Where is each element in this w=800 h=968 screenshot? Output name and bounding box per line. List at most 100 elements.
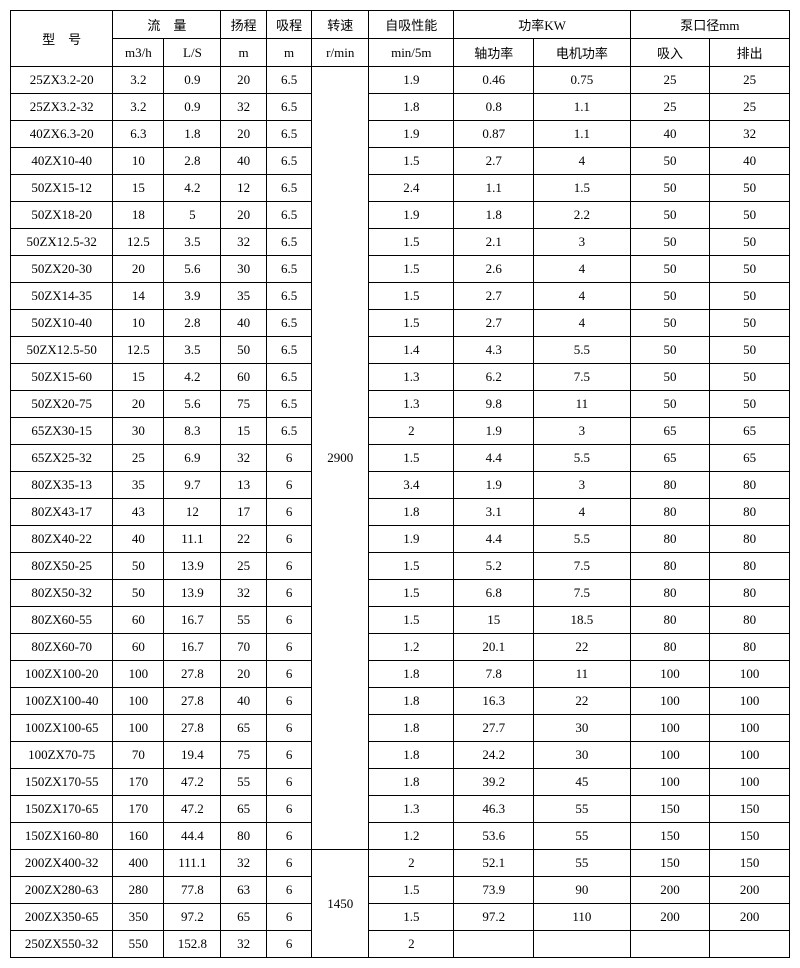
cell-flow-ls: 5	[164, 202, 221, 229]
cell-model: 80ZX60-70	[11, 634, 113, 661]
cell-shaft-power: 5.2	[454, 553, 534, 580]
table-row: 40ZX6.3-206.31.8206.51.90.871.14032	[11, 121, 790, 148]
cell-outlet: 50	[710, 202, 790, 229]
header-flow-m3h: m3/h	[113, 39, 164, 67]
cell-flow-ls: 47.2	[164, 796, 221, 823]
table-row: 100ZX100-6510027.86561.827.730100100	[11, 715, 790, 742]
cell-suction: 6.5	[266, 67, 311, 94]
cell-flow-ls: 2.8	[164, 148, 221, 175]
cell-shaft-power: 27.7	[454, 715, 534, 742]
cell-motor-power: 0.75	[534, 67, 631, 94]
cell-suction: 6.5	[266, 337, 311, 364]
cell-flow-m3h: 10	[113, 310, 164, 337]
cell-model: 50ZX12.5-32	[11, 229, 113, 256]
table-row: 50ZX20-30205.6306.51.52.645050	[11, 256, 790, 283]
cell-shaft-power: 0.87	[454, 121, 534, 148]
cell-model: 200ZX400-32	[11, 850, 113, 877]
table-row: 200ZX280-6328077.86361.573.990200200	[11, 877, 790, 904]
table-row: 200ZX400-32400111.13261450252.155150150	[11, 850, 790, 877]
cell-model: 80ZX50-32	[11, 580, 113, 607]
cell-motor-power: 7.5	[534, 364, 631, 391]
cell-head: 20	[221, 202, 266, 229]
cell-selfprime: 1.9	[369, 526, 454, 553]
cell-flow-ls: 13.9	[164, 580, 221, 607]
cell-inlet: 50	[630, 256, 710, 283]
cell-flow-ls: 27.8	[164, 688, 221, 715]
cell-suction: 6	[266, 661, 311, 688]
cell-outlet: 80	[710, 472, 790, 499]
cell-shaft-power: 3.1	[454, 499, 534, 526]
cell-flow-ls: 4.2	[164, 364, 221, 391]
cell-flow-ls: 3.5	[164, 229, 221, 256]
cell-selfprime: 1.2	[369, 823, 454, 850]
cell-flow-m3h: 20	[113, 391, 164, 418]
cell-head: 32	[221, 94, 266, 121]
cell-shaft-power: 1.9	[454, 472, 534, 499]
header-suction-u: m	[266, 39, 311, 67]
cell-flow-ls: 8.3	[164, 418, 221, 445]
cell-flow-m3h: 3.2	[113, 94, 164, 121]
cell-outlet: 32	[710, 121, 790, 148]
cell-selfprime: 1.8	[369, 94, 454, 121]
cell-inlet: 50	[630, 229, 710, 256]
table-row: 50ZX15-60154.2606.51.36.27.55050	[11, 364, 790, 391]
cell-speed: 2900	[312, 67, 369, 850]
cell-suction: 6.5	[266, 391, 311, 418]
cell-model: 250ZX550-32	[11, 931, 113, 958]
cell-shaft-power: 1.8	[454, 202, 534, 229]
cell-selfprime: 1.8	[369, 769, 454, 796]
cell-motor-power: 4	[534, 310, 631, 337]
cell-shaft-power: 16.3	[454, 688, 534, 715]
cell-flow-ls: 16.7	[164, 634, 221, 661]
cell-inlet: 80	[630, 607, 710, 634]
cell-suction: 6.5	[266, 310, 311, 337]
cell-motor-power: 55	[534, 796, 631, 823]
header-inlet: 吸入	[630, 39, 710, 67]
cell-model: 150ZX170-65	[11, 796, 113, 823]
cell-outlet: 25	[710, 94, 790, 121]
header-motor: 电机功率	[534, 39, 631, 67]
header-selfprime: 自吸性能	[369, 11, 454, 39]
table-row: 50ZX14-35143.9356.51.52.745050	[11, 283, 790, 310]
cell-selfprime: 1.5	[369, 904, 454, 931]
cell-model: 100ZX70-75	[11, 742, 113, 769]
cell-suction: 6.5	[266, 256, 311, 283]
cell-head: 80	[221, 823, 266, 850]
cell-flow-m3h: 12.5	[113, 337, 164, 364]
cell-model: 80ZX40-22	[11, 526, 113, 553]
cell-inlet: 100	[630, 715, 710, 742]
cell-selfprime: 2	[369, 850, 454, 877]
cell-motor-power: 3	[534, 472, 631, 499]
cell-selfprime: 1.5	[369, 310, 454, 337]
cell-suction: 6	[266, 634, 311, 661]
cell-shaft-power: 52.1	[454, 850, 534, 877]
cell-suction: 6	[266, 742, 311, 769]
cell-flow-ls: 77.8	[164, 877, 221, 904]
cell-flow-ls: 152.8	[164, 931, 221, 958]
cell-suction: 6	[266, 526, 311, 553]
cell-flow-ls: 11.1	[164, 526, 221, 553]
cell-motor-power: 7.5	[534, 580, 631, 607]
cell-shaft-power: 53.6	[454, 823, 534, 850]
cell-flow-m3h: 160	[113, 823, 164, 850]
cell-head: 25	[221, 553, 266, 580]
cell-outlet: 50	[710, 256, 790, 283]
cell-suction: 6	[266, 499, 311, 526]
cell-head: 30	[221, 256, 266, 283]
cell-model: 50ZX10-40	[11, 310, 113, 337]
cell-outlet: 100	[710, 688, 790, 715]
cell-selfprime: 1.3	[369, 796, 454, 823]
cell-inlet: 25	[630, 67, 710, 94]
table-row: 250ZX550-32550152.83262	[11, 931, 790, 958]
cell-selfprime: 1.5	[369, 148, 454, 175]
table-row: 100ZX100-2010027.82061.87.811100100	[11, 661, 790, 688]
cell-outlet: 50	[710, 229, 790, 256]
cell-flow-ls: 27.8	[164, 715, 221, 742]
table-row: 100ZX100-4010027.84061.816.322100100	[11, 688, 790, 715]
cell-flow-ls: 3.5	[164, 337, 221, 364]
cell-head: 40	[221, 688, 266, 715]
cell-outlet: 50	[710, 175, 790, 202]
cell-shaft-power: 1.1	[454, 175, 534, 202]
cell-suction: 6.5	[266, 202, 311, 229]
header-selfprime-u: min/5m	[369, 39, 454, 67]
